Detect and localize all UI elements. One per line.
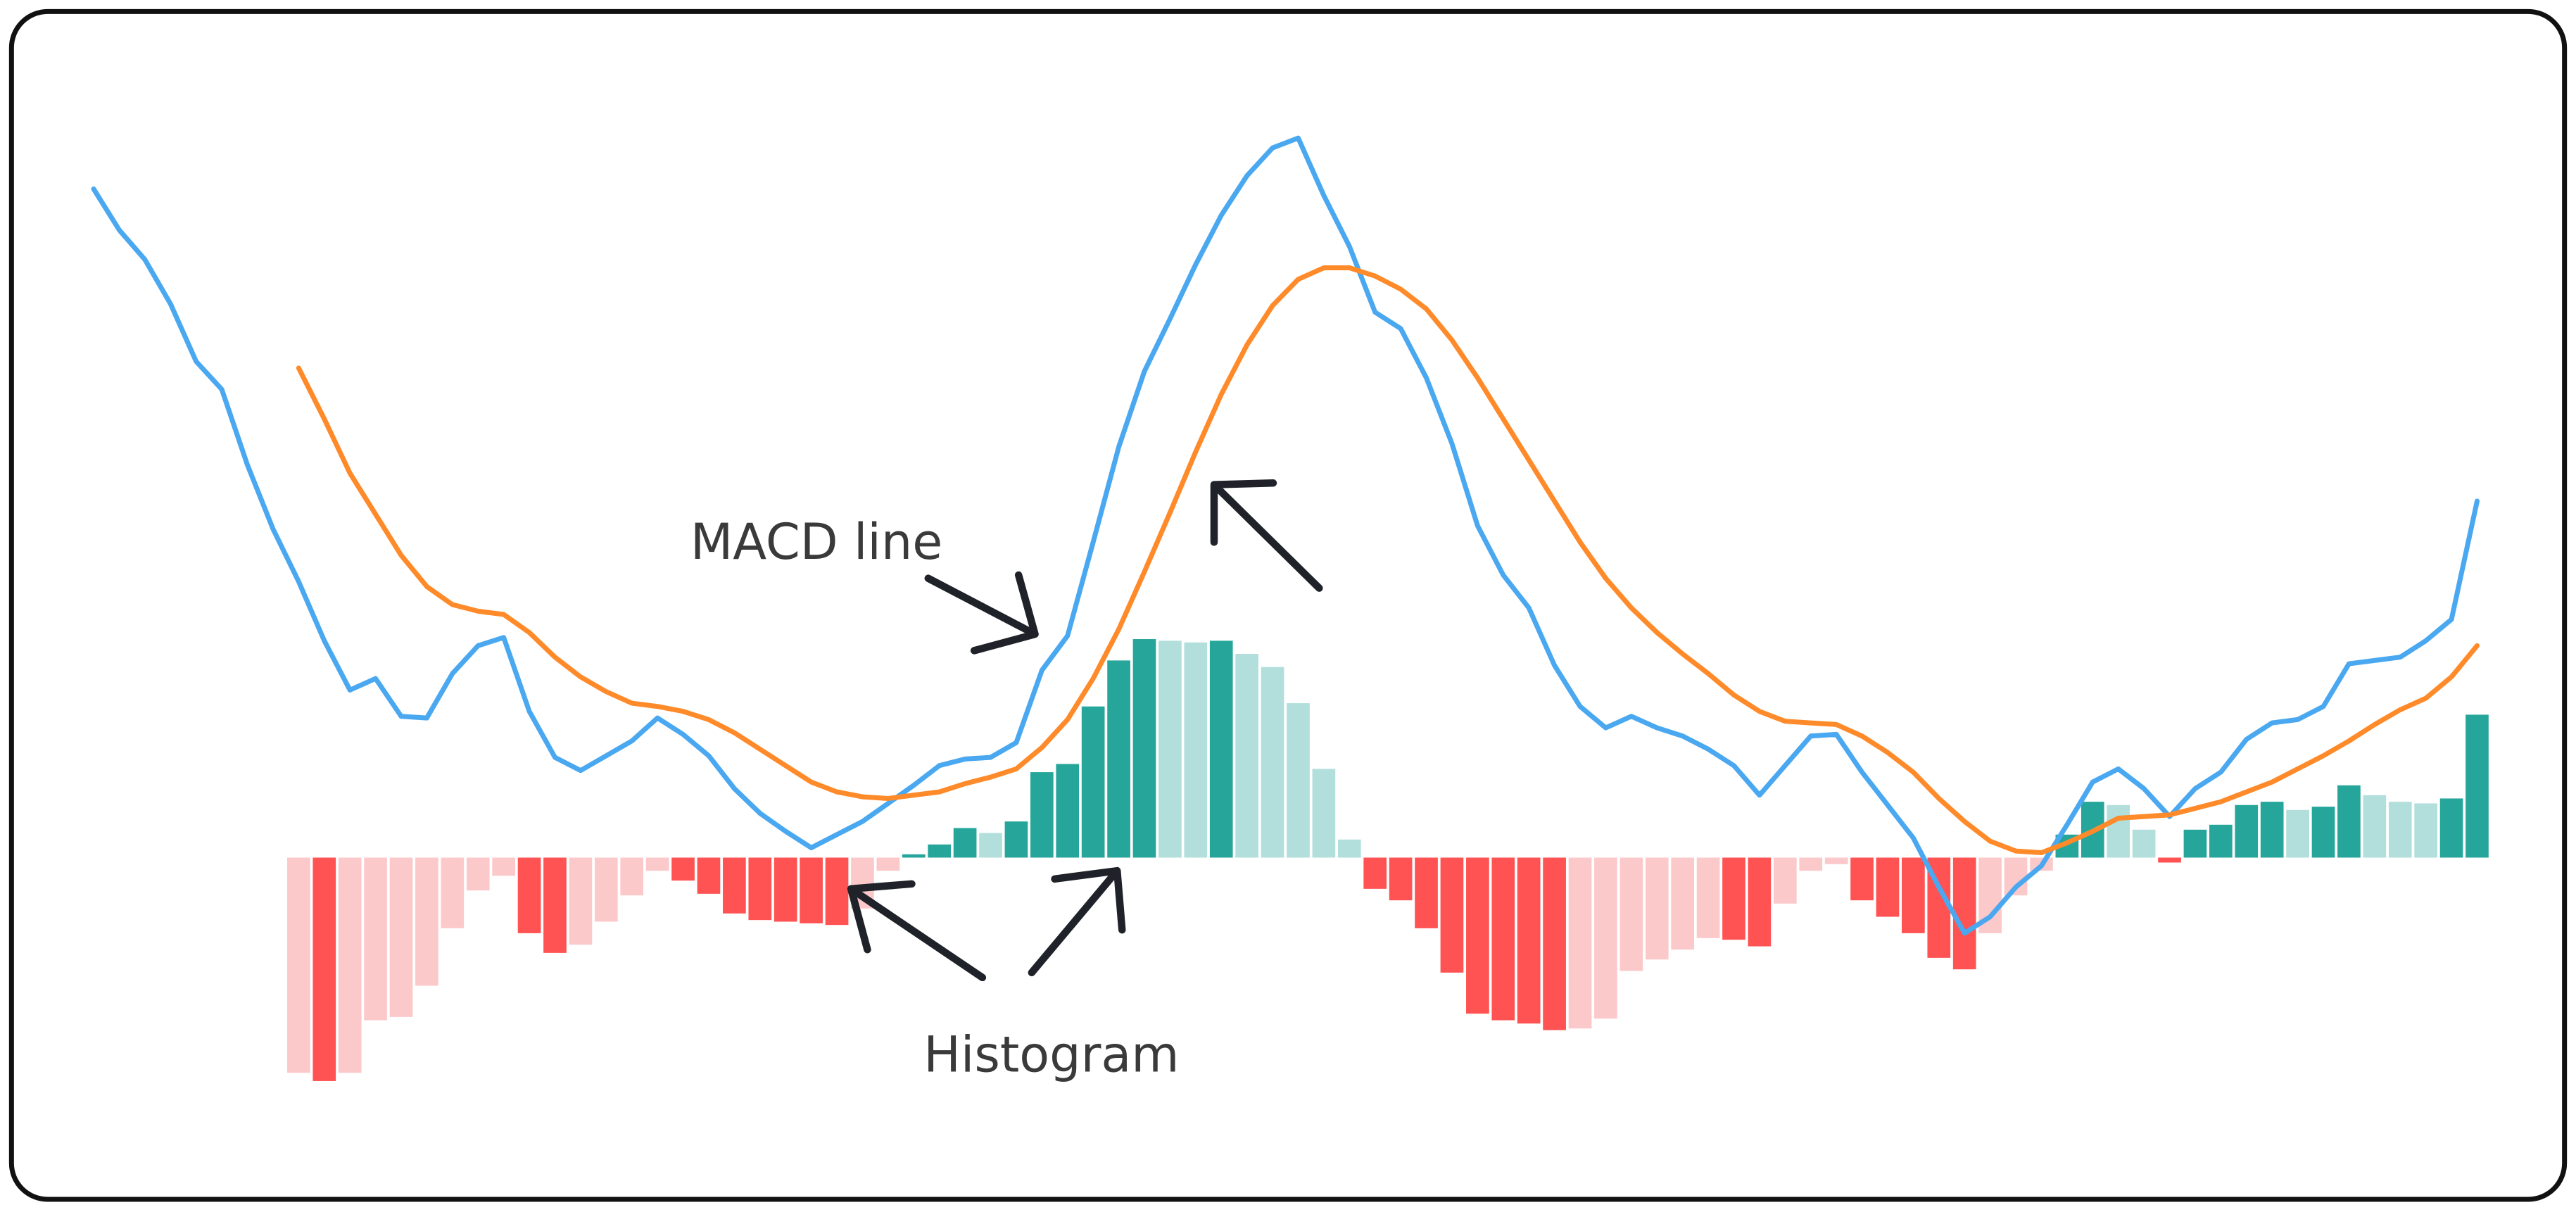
plot-area (91, 135, 2489, 1081)
histogram-bar (1952, 857, 1976, 970)
histogram-bar (1517, 857, 1541, 1024)
histogram-bar (1799, 857, 1823, 871)
histogram-bar (1287, 703, 1310, 858)
histogram-bar (2337, 785, 2361, 858)
histogram-bar (723, 857, 746, 914)
histogram-bar (645, 857, 669, 871)
histogram-bar (1773, 857, 1797, 904)
histogram-bar (1491, 857, 1515, 1021)
histogram-bar (1696, 857, 1720, 938)
histogram-bar (671, 857, 695, 881)
histogram-bar (1004, 821, 1028, 858)
histogram-bar (1876, 857, 1900, 917)
arrow (847, 880, 987, 982)
histogram-bar (825, 857, 849, 926)
histogram-bar (2286, 809, 2309, 858)
histogram-bar (2183, 829, 2207, 858)
annotation: Histogram (923, 1025, 1179, 1083)
histogram-bar (2363, 795, 2387, 858)
histogram-bar (2235, 804, 2259, 858)
histogram-bar (1645, 857, 1669, 960)
histogram-bar (1132, 639, 1156, 858)
histogram-bar (1850, 857, 1874, 901)
histogram-bar (1568, 857, 1592, 1029)
histogram-bar (312, 857, 336, 1081)
histogram-bar (953, 828, 977, 858)
histogram-bar (2465, 714, 2489, 858)
histogram-bar (1671, 857, 1695, 950)
histogram-bar (1722, 857, 1745, 940)
histogram-bar (1056, 764, 1080, 858)
histogram-bar (2439, 798, 2463, 858)
histogram-bar (389, 857, 413, 1017)
histogram-bar (1235, 654, 1258, 858)
annotation: MACD line (690, 513, 943, 571)
histogram-bar (1594, 857, 1617, 1019)
histogram-bar (2388, 802, 2412, 858)
histogram-bar (1337, 839, 1361, 858)
histogram-bar (1363, 857, 1387, 889)
histogram-bar (415, 857, 438, 986)
histogram-bar (1184, 642, 1208, 858)
histogram-bar (2107, 804, 2130, 858)
histogram-bar (1748, 857, 1772, 947)
histogram-bar (2414, 803, 2437, 858)
histogram-bar (1107, 660, 1130, 858)
histogram-bar (1824, 857, 1848, 864)
line-series (296, 265, 2480, 855)
histogram-bar (2209, 824, 2233, 858)
histogram-bar (902, 854, 926, 858)
histogram-bar (1440, 857, 1464, 973)
histogram-bar (1902, 857, 1925, 933)
histogram-bar (2311, 807, 2335, 858)
histogram-bar (466, 857, 490, 891)
histogram-bar (569, 857, 593, 945)
histogram-bar (1620, 857, 1643, 971)
histogram-bar (492, 857, 515, 876)
histogram-bar (876, 857, 900, 871)
histogram-bar (1158, 640, 1182, 858)
histogram-bar (2132, 829, 2156, 858)
histogram-bar (2158, 857, 2181, 863)
histogram-bar (979, 833, 1002, 858)
histogram-bar (1543, 857, 1566, 1030)
arrows (847, 479, 1323, 982)
histogram-bar (774, 857, 797, 922)
histogram-bar (2260, 802, 2284, 858)
histogram-bar (620, 857, 644, 896)
histogram-bar (594, 857, 618, 922)
histogram-bar (697, 857, 721, 894)
arrow (1028, 866, 1126, 977)
histogram-bar (1415, 857, 1438, 928)
histogram-bar (287, 857, 310, 1073)
arrow (1210, 479, 1323, 592)
line-series (91, 135, 2480, 936)
histogram-bar (338, 857, 362, 1073)
histogram-bar (800, 857, 823, 923)
histogram-bar (543, 857, 567, 953)
histogram-bar (517, 857, 541, 933)
histogram-bar (928, 844, 952, 858)
histogram-bar (1209, 640, 1233, 858)
histogram-bar (1081, 706, 1105, 858)
arrow (924, 571, 1039, 655)
histogram-bar (1312, 769, 1336, 858)
histogram-bar (1030, 772, 1054, 858)
histogram-bar (441, 857, 465, 928)
histogram-bar (748, 857, 772, 921)
histogram-bar (1466, 857, 1489, 1014)
histogram-bar (1261, 667, 1284, 858)
histogram-bar (1389, 857, 1413, 901)
histogram-bar (364, 857, 387, 1021)
frame (8, 8, 2568, 1202)
